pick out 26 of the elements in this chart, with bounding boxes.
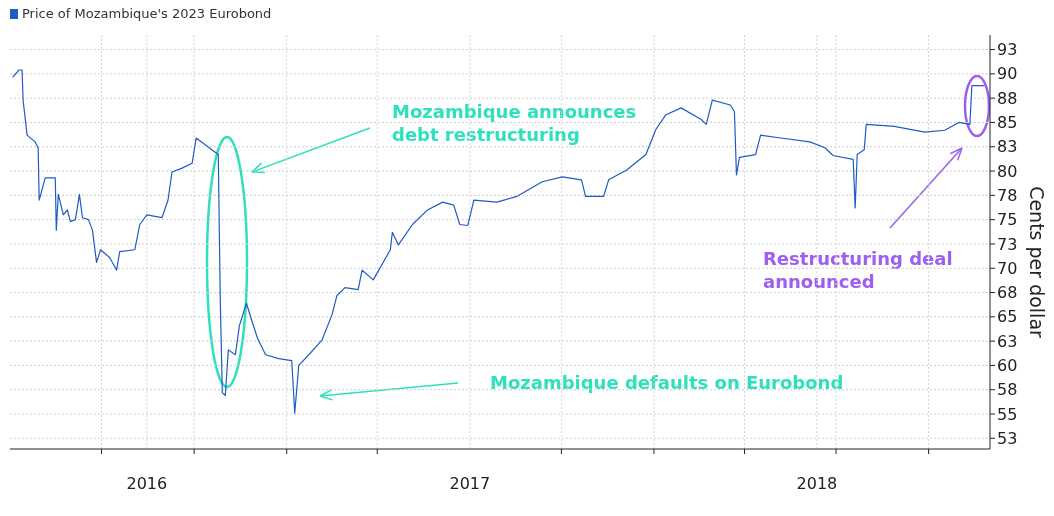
y-tick-label: 88 (997, 88, 1018, 108)
legend-label: Price of Mozambique's 2023 Eurobond (22, 6, 272, 21)
y-tick-label: 78 (997, 185, 1018, 205)
y-tick-label: 63 (997, 331, 1018, 351)
x-tick-label: 2017 (449, 474, 491, 493)
y-axis-title: Cents per dollar (1026, 186, 1048, 339)
y-tick-label: 70 (997, 258, 1018, 278)
y-tick-label: 65 (997, 307, 1018, 327)
x-tick-label: 2016 (126, 474, 168, 493)
y-tick-label: 60 (997, 356, 1018, 376)
line-series (12, 69, 985, 414)
y-tick-label: 80 (997, 161, 1018, 181)
annotation: Mozambique defaults on Eurobond (490, 372, 844, 393)
y-tick-label: 75 (997, 210, 1018, 230)
annotation: Mozambique announces debt restructuring (392, 101, 637, 145)
y-tick-label: 73 (997, 234, 1018, 254)
y-tick-label: 90 (997, 64, 1018, 84)
x-tick-label: 2018 (796, 474, 838, 493)
y-tick-label: 85 (997, 113, 1018, 133)
y-tick-label: 93 (997, 40, 1018, 60)
y-tick-label: 83 (997, 137, 1018, 157)
annotation: Restructuring deal announced (763, 248, 953, 292)
y-tick-label: 53 (997, 428, 1018, 448)
y-tick-label: 58 (997, 380, 1018, 400)
y-tick-label: 55 (997, 404, 1018, 424)
y-tick-label: 68 (997, 283, 1018, 303)
